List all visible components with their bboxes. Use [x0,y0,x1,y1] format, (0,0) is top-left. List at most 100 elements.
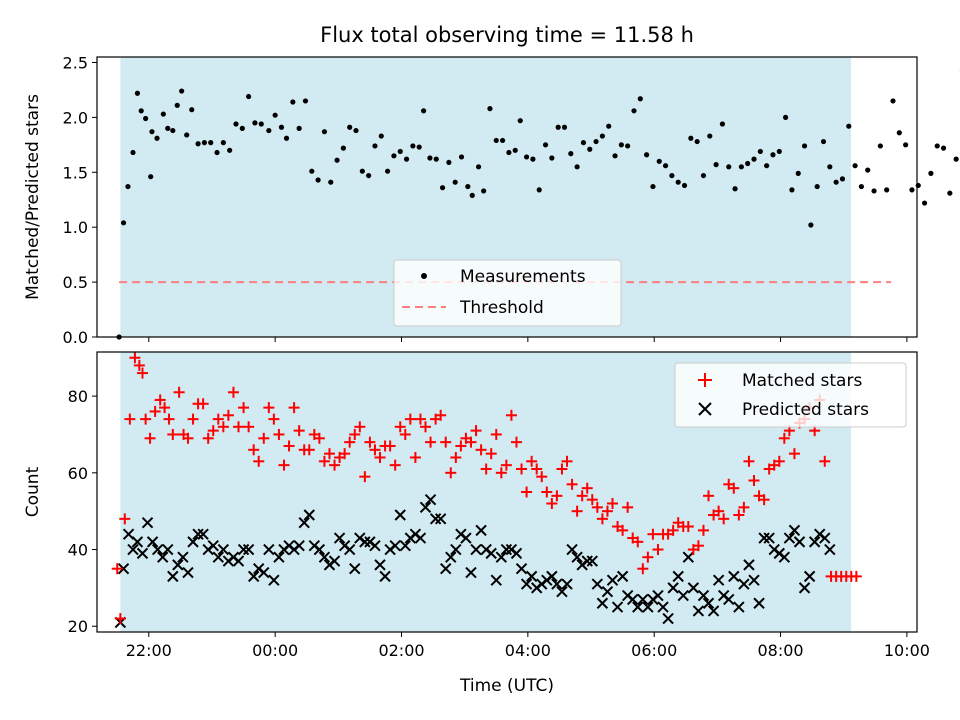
measurement-point [278,124,285,130]
matched-star-point [500,459,512,471]
matched-star-point [323,448,335,460]
measurement-points [116,69,960,340]
predicted-star-point [606,574,619,586]
measurement-point [410,143,416,149]
predicted-star-point [551,578,563,590]
matched-star-point [167,428,179,440]
predicted-star-point [546,570,558,583]
matched-star-point [394,421,406,433]
matched-star-point [278,459,290,471]
y-tick-label: 20 [68,617,88,636]
predicted-star-point [753,597,765,609]
predicted-star-point [374,559,386,571]
predicted-star-point [500,543,513,556]
measurement-point [757,148,763,155]
predicted-star-point [298,516,310,529]
matched-star-point [718,513,730,525]
measurement-point [195,141,201,147]
matched-star-point [425,436,437,448]
predicted-star-point [414,532,427,544]
ratio-legend-box [393,259,622,327]
measurement-point [227,147,233,153]
matched-star-point [293,425,305,437]
matched-star-point [445,467,457,479]
matched-star-point [546,498,558,510]
predicted-star-point [379,570,391,583]
matched-star-point [637,563,649,575]
matched-star-point [329,459,341,471]
matched-star-point [480,463,492,475]
x-tick-label: 08:00 [757,641,803,660]
predicted-star-point [490,574,502,586]
measurement-point [239,125,245,131]
matched-star-point [652,544,664,556]
measurement-point [568,151,574,157]
measurement-point [138,108,144,114]
predicted-star-point [758,532,770,544]
matched-star-point [485,448,497,460]
matched-star-point [622,501,634,513]
matched-star-point [576,490,588,502]
predicted-star-point [162,543,174,556]
measurement-point [378,133,384,139]
matched-star-point [713,505,725,517]
matched-star-point [682,521,694,533]
predicted-star-point [242,543,255,556]
y-tick-label: 2.5 [63,53,88,72]
measurement-point [452,179,458,185]
matched-star-point [850,570,862,582]
measurement-point [884,187,890,193]
predicted-star-point [131,536,144,548]
predicted-star-point [359,536,371,548]
measurement-point [650,183,656,190]
matched-star-point [556,463,568,475]
measurement-point [732,186,738,192]
predicted-star-point [470,543,482,556]
measurement-point [587,146,593,152]
matched-star-point [414,413,426,425]
y-tick-label: 80 [68,387,88,406]
measurement-point [795,170,801,176]
measurement-point [530,156,536,162]
predicted-star-point [596,597,609,609]
measurement-point [302,98,309,104]
predicted-star-point [232,555,245,567]
predicted-star-point [146,536,159,548]
matched-star-point [129,352,141,364]
predicted-star-point [788,524,801,537]
predicted-star-point [738,578,750,590]
matched-star-point [571,505,583,517]
predicted-star-point [440,563,452,575]
matched-star-point [703,490,715,502]
measurement-point [606,123,612,129]
predicted-star-point [349,563,361,575]
predicted-star-point [450,543,462,556]
measurement-point [789,187,795,193]
matched-star-point [409,451,421,463]
x-tick-label: 22:00 [126,641,172,660]
measurement-point [359,168,365,174]
measurement-point [391,153,397,159]
matched-star-point [596,513,608,525]
measurement-point [143,115,149,122]
measurement-point [433,156,439,162]
measurement-point [134,90,141,96]
measurement-point [662,163,669,169]
predicted-star-point [293,539,305,552]
counts-y-ticks: 20 40 60 80 [68,387,97,636]
matched-star-point [374,451,386,463]
measurement-point [397,148,403,155]
measurement-point [745,160,751,167]
measurement-point [637,96,643,102]
matched-star-point [233,421,245,433]
measurement-point [165,125,171,131]
x-axis-label: Time (UTC) [459,676,554,696]
predicted-star-point [662,612,674,625]
predicted-stars-points [114,493,836,629]
matched-star-point [404,413,416,425]
predicted-star-point [616,570,629,583]
measurement-point [808,222,814,228]
measurement-point [283,135,290,141]
measurement-point [801,143,808,149]
matched-star-point [505,409,517,421]
